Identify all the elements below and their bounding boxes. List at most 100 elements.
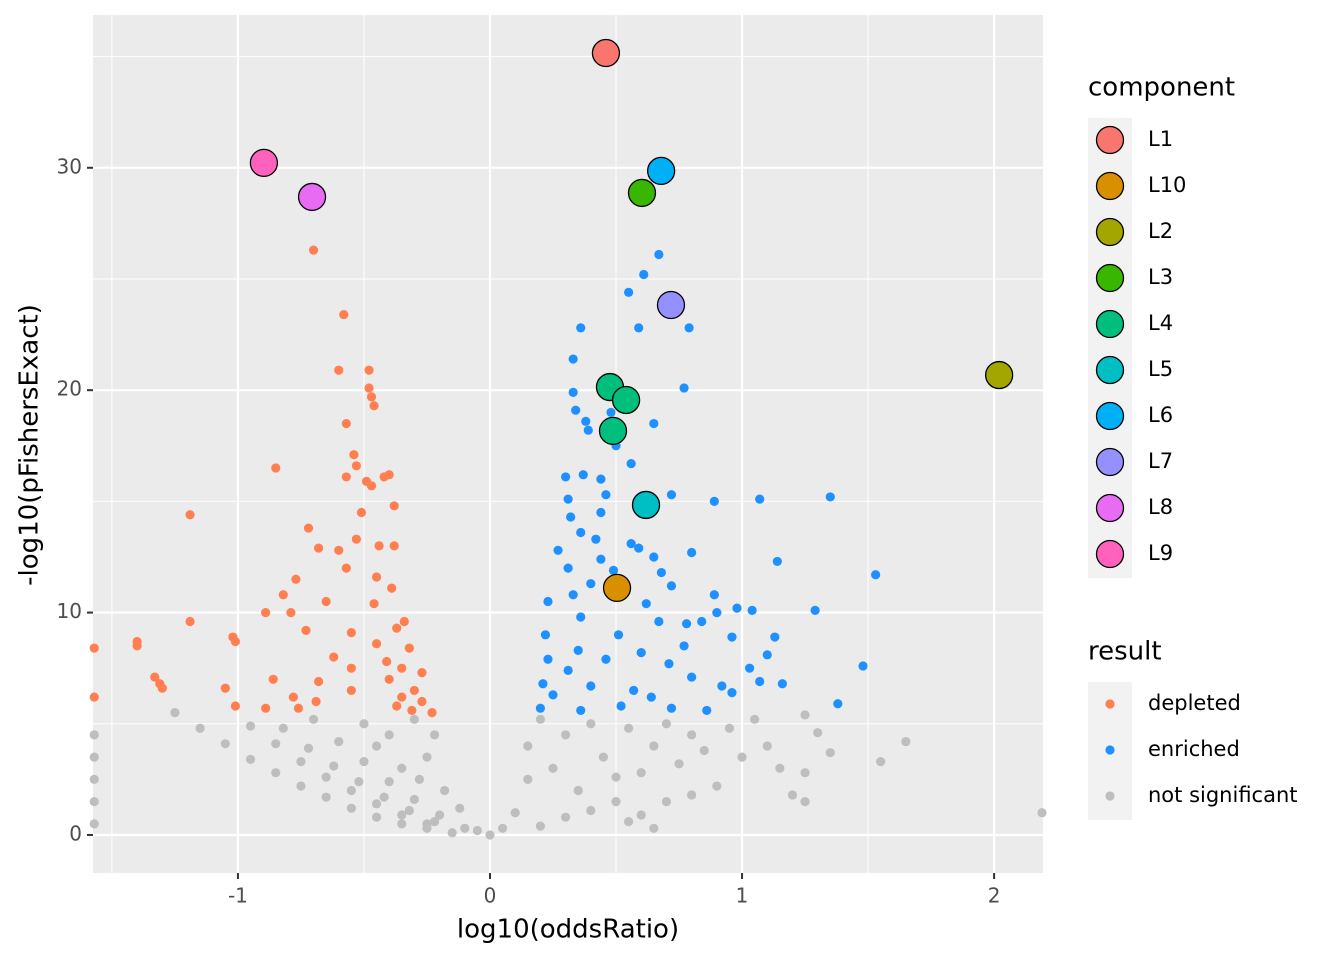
point: [578, 470, 588, 480]
point: [404, 805, 414, 816]
point: [664, 659, 674, 669]
point: [397, 663, 407, 673]
point: [800, 710, 810, 720]
point: [624, 723, 634, 733]
legend-label: L10: [1148, 173, 1186, 197]
point: [195, 723, 205, 733]
point: [583, 425, 593, 435]
point: [543, 654, 553, 664]
point: [540, 630, 551, 640]
point: [750, 714, 760, 724]
point: [359, 719, 369, 729]
point: [308, 245, 319, 255]
point: [613, 630, 624, 640]
point: [427, 708, 437, 718]
point: [755, 494, 765, 504]
point: [422, 752, 432, 762]
y-tick-label: 0: [69, 821, 82, 845]
point: [576, 527, 586, 538]
legend-symbol: [1105, 699, 1115, 709]
point: [636, 648, 646, 658]
point: [301, 625, 311, 635]
y-tick-label: 30: [57, 154, 82, 178]
legend-label: L6: [1148, 403, 1173, 427]
point: [775, 763, 785, 773]
point: [230, 701, 241, 711]
point: [770, 632, 780, 642]
legend-title: result: [1088, 637, 1162, 667]
point: [571, 405, 581, 415]
point: [586, 681, 596, 691]
component-point: [631, 490, 661, 520]
x-tick-label: -1: [228, 884, 248, 908]
point: [89, 752, 99, 762]
point: [649, 741, 659, 751]
legend-label: L2: [1148, 219, 1173, 243]
legend-label: not significant: [1148, 783, 1298, 807]
point: [321, 792, 331, 802]
point: [687, 790, 697, 800]
point: [220, 683, 230, 693]
point: [364, 365, 374, 375]
point: [389, 501, 399, 511]
point: [717, 681, 727, 691]
point: [596, 554, 606, 564]
x-tick-label: 1: [736, 884, 749, 908]
point: [646, 692, 656, 702]
point: [702, 705, 712, 716]
point: [634, 323, 644, 333]
point: [369, 401, 379, 411]
point: [800, 797, 810, 807]
point: [762, 650, 772, 660]
point: [649, 418, 659, 429]
legend-symbol: [1095, 539, 1125, 569]
point: [535, 703, 545, 713]
legend-symbol: [1095, 447, 1125, 477]
point: [278, 723, 288, 733]
component-point: [646, 156, 676, 186]
legend-label: L7: [1148, 449, 1173, 473]
point: [384, 674, 394, 684]
point: [563, 563, 573, 573]
point: [341, 418, 351, 429]
point: [230, 636, 241, 647]
legend-title: component: [1088, 73, 1235, 103]
y-tick-label: 10: [57, 599, 82, 623]
point: [334, 365, 344, 375]
point: [591, 534, 601, 544]
point: [485, 830, 495, 840]
point: [334, 545, 344, 555]
point: [366, 481, 377, 491]
point: [747, 605, 757, 615]
point: [271, 768, 281, 778]
point: [636, 768, 646, 778]
legend-symbol: [1095, 263, 1125, 293]
point: [687, 730, 697, 740]
point: [414, 774, 425, 784]
point: [409, 685, 419, 696]
component-point: [297, 182, 327, 212]
point: [455, 803, 465, 813]
point: [379, 472, 389, 482]
point: [89, 730, 99, 740]
point: [596, 474, 606, 484]
point: [460, 823, 470, 833]
legend-symbol: [1095, 493, 1125, 523]
point: [157, 683, 167, 693]
point: [810, 605, 820, 615]
point: [422, 819, 432, 829]
point: [687, 547, 697, 558]
point: [341, 472, 351, 482]
point: [286, 607, 296, 618]
point: [523, 741, 533, 751]
point: [440, 785, 450, 796]
point: [699, 745, 709, 756]
legend-label: L8: [1148, 495, 1173, 519]
point: [397, 692, 407, 702]
point: [417, 696, 427, 707]
point: [371, 812, 382, 822]
point: [371, 639, 382, 649]
point: [568, 354, 578, 364]
point: [313, 543, 324, 553]
point: [624, 817, 634, 827]
